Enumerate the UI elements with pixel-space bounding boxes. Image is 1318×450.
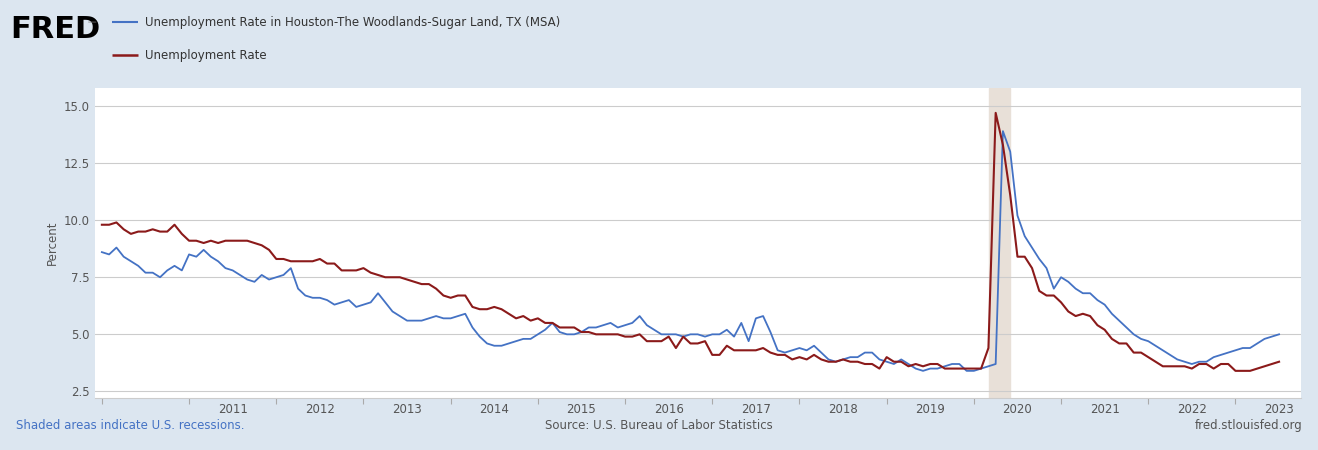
Text: Shaded areas indicate U.S. recessions.: Shaded areas indicate U.S. recessions. <box>16 419 244 432</box>
Bar <box>988 88 1011 398</box>
Text: Unemployment Rate: Unemployment Rate <box>145 49 266 62</box>
Text: Source: U.S. Bureau of Labor Statistics: Source: U.S. Bureau of Labor Statistics <box>546 419 772 432</box>
Text: fred.stlouisfed.org: fred.stlouisfed.org <box>1194 419 1302 432</box>
Text: Unemployment Rate in Houston-The Woodlands-Sugar Land, TX (MSA): Unemployment Rate in Houston-The Woodlan… <box>145 16 560 28</box>
Y-axis label: Percent: Percent <box>46 221 59 265</box>
Text: FRED: FRED <box>11 15 100 45</box>
